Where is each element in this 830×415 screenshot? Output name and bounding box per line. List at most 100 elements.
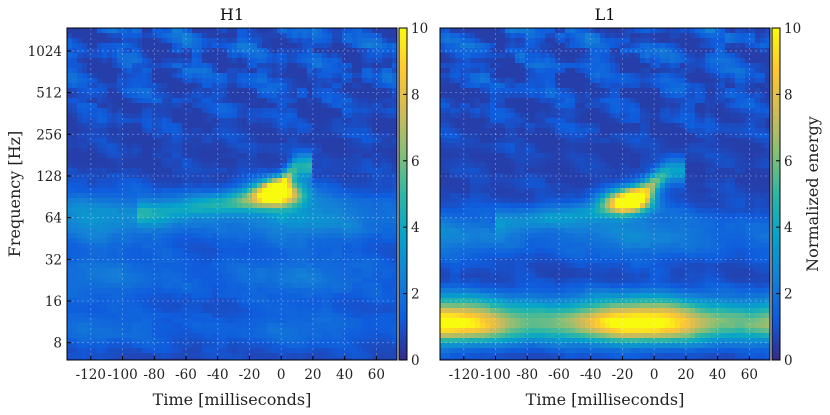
heatmap-cell: [177, 58, 183, 64]
heatmap-cell: [207, 298, 213, 304]
heatmap-cell: [87, 118, 93, 124]
heatmap-cell: [202, 203, 208, 209]
heatmap-cell: [112, 238, 118, 244]
heatmap-cell: [157, 83, 163, 89]
heatmap-cell: [347, 78, 353, 84]
heatmap-cell: [227, 313, 233, 319]
heatmap-cell: [292, 143, 298, 149]
heatmap-cell: [157, 38, 163, 44]
heatmap-cell: [167, 108, 173, 114]
heatmap-cell: [152, 33, 158, 39]
heatmap-cell: [107, 198, 113, 204]
heatmap-cell: [605, 53, 611, 59]
heatmap-cell: [347, 98, 353, 104]
heatmap-cell: [187, 53, 193, 59]
heatmap-cell: [162, 243, 168, 249]
heatmap-cell: [182, 93, 188, 99]
heatmap-cell: [357, 288, 363, 294]
heatmap-cell: [142, 178, 148, 184]
heatmap-cell: [202, 263, 208, 269]
heatmap-cell: [137, 48, 143, 54]
heatmap-cell: [142, 293, 148, 299]
heatmap-cell: [257, 318, 263, 324]
heatmap-cell: [242, 338, 248, 344]
heatmap-cell: [382, 308, 388, 314]
heatmap-cell: [485, 33, 491, 39]
heatmap-cell: [332, 168, 338, 174]
heatmap-cell: [112, 198, 118, 204]
heatmap-cell: [72, 168, 78, 174]
heatmap-cell: [480, 28, 486, 34]
heatmap-cell: [337, 58, 343, 64]
heatmap-cell: [187, 98, 193, 104]
heatmap-cell: [137, 78, 143, 84]
heatmap-cell: [342, 133, 348, 139]
heatmap-cell: [277, 333, 283, 339]
heatmap-cell: [222, 323, 228, 329]
heatmap-cell: [122, 73, 128, 79]
heatmap-cell: [157, 163, 163, 169]
heatmap-cell: [82, 353, 88, 359]
heatmap-cell: [257, 328, 263, 334]
heatmap-cell: [337, 183, 343, 189]
heatmap-cell: [387, 103, 393, 109]
heatmap-cell: [167, 313, 173, 319]
heatmap-cell: [152, 163, 158, 169]
heatmap-cell: [342, 193, 348, 199]
heatmap-cell: [72, 243, 78, 249]
heatmap-cell: [132, 218, 138, 224]
heatmap-cell: [127, 93, 133, 99]
heatmap-cell: [282, 153, 288, 159]
heatmap-cell: [207, 213, 213, 219]
heatmap-cell: [217, 188, 223, 194]
heatmap-cell: [232, 128, 238, 134]
heatmap-cell: [347, 358, 353, 361]
heatmap-cell: [267, 193, 273, 199]
heatmap-cell: [172, 283, 178, 289]
heatmap-cell: [97, 148, 103, 154]
heatmap-cell: [127, 58, 133, 64]
heatmap-cell: [87, 108, 93, 114]
heatmap-cell: [342, 123, 348, 129]
heatmap-cell: [182, 218, 188, 224]
heatmap-cell: [192, 243, 198, 249]
heatmap-cell: [495, 33, 501, 39]
heatmap-cell: [252, 288, 258, 294]
heatmap-cell: [92, 53, 98, 59]
heatmap-cell: [192, 128, 198, 134]
heatmap-cell: [377, 203, 383, 209]
heatmap-cell: [212, 33, 218, 39]
heatmap-cell: [92, 123, 98, 129]
heatmap-cell: [342, 113, 348, 119]
heatmap-cell: [102, 228, 108, 234]
heatmap-cell: [232, 173, 238, 179]
heatmap-cell: [297, 88, 303, 94]
heatmap-cell: [347, 153, 353, 159]
heatmap-cell: [605, 38, 611, 44]
heatmap-cell: [377, 213, 383, 219]
heatmap-cell: [217, 303, 223, 309]
heatmap-cell: [182, 153, 188, 159]
heatmap-cell: [167, 348, 173, 354]
heatmap-cell: [650, 58, 656, 64]
heatmap-cell: [575, 33, 581, 39]
heatmap-cell: [327, 28, 333, 34]
heatmap-cell: [302, 113, 308, 119]
heatmap-cell: [77, 73, 83, 79]
heatmap-cell: [232, 273, 238, 279]
heatmap-cell: [382, 333, 388, 339]
heatmap-cell: [362, 48, 368, 54]
heatmap-cell: [392, 108, 398, 114]
heatmap-cell: [282, 48, 288, 54]
heatmap-cell: [292, 348, 298, 354]
heatmap-cell: [760, 28, 766, 34]
heatmap-cell: [232, 303, 238, 309]
heatmap-cell: [317, 238, 323, 244]
heatmap-cell: [362, 148, 368, 154]
heatmap-cell: [392, 58, 398, 64]
heatmap-cell: [292, 38, 298, 44]
heatmap-cell: [72, 193, 78, 199]
heatmap-cell: [312, 78, 318, 84]
heatmap-cell: [157, 268, 163, 274]
heatmap-cell: [347, 128, 353, 134]
